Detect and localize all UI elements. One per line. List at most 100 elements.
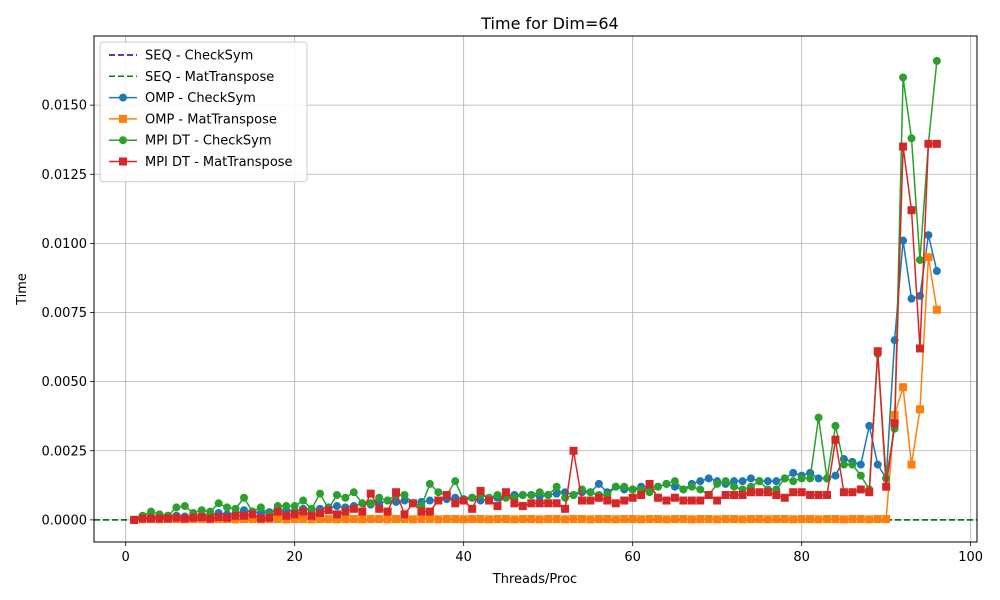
data-point: [214, 499, 223, 508]
data-point: [620, 482, 629, 491]
data-point: [332, 490, 341, 499]
plot-area-frame: [93, 35, 978, 543]
data-point: [569, 446, 578, 455]
data-point: [594, 479, 603, 488]
data-point: [299, 496, 308, 505]
data-point: [392, 488, 401, 497]
data-point: [417, 507, 426, 516]
data-point: [831, 471, 840, 480]
data-point: [197, 513, 206, 522]
data-point: [366, 499, 375, 508]
data-point: [780, 515, 789, 524]
data-point: [780, 493, 789, 502]
x-axis-ticks: 0 20 40 60 80 100: [122, 542, 983, 565]
data-point: [848, 515, 857, 524]
data-point: [358, 499, 367, 508]
data-point: [527, 499, 536, 508]
data-point: [485, 496, 494, 505]
data-point: [670, 477, 679, 486]
data-point: [400, 490, 409, 499]
data-point: [586, 488, 595, 497]
data-point: [299, 515, 308, 524]
data-point: [206, 507, 215, 516]
data-point: [400, 515, 409, 524]
legend-swatch-marker: [119, 93, 127, 102]
data-point: [797, 488, 806, 497]
y-tick-label: 0.0100: [42, 237, 88, 252]
data-point: [823, 515, 832, 524]
data-point: [704, 490, 713, 499]
data-point: [856, 471, 865, 480]
data-point: [907, 134, 916, 143]
data-point: [206, 514, 215, 523]
data-point: [763, 488, 772, 497]
data-point: [645, 515, 654, 524]
data-point: [130, 515, 139, 524]
data-point: [307, 504, 316, 513]
data-point: [493, 490, 502, 499]
data-point: [223, 503, 232, 512]
data-point: [721, 477, 730, 486]
data-point: [147, 514, 156, 523]
data-point: [332, 510, 341, 519]
data-point: [721, 515, 730, 524]
x-tick-label: 20: [286, 550, 303, 565]
data-point: [501, 488, 510, 497]
x-tick-label: 100: [958, 550, 983, 565]
data-point: [611, 499, 620, 508]
data-point: [915, 344, 924, 353]
data-point: [746, 515, 755, 524]
data-point: [518, 490, 527, 499]
legend-swatch-marker: [119, 114, 127, 123]
data-point: [282, 511, 291, 520]
data-point: [738, 477, 747, 486]
data-point: [451, 477, 460, 486]
data-point: [848, 488, 857, 497]
data-point: [704, 515, 713, 524]
data-point: [637, 515, 646, 524]
data-point: [856, 460, 865, 469]
data-point: [569, 515, 578, 524]
data-point: [316, 515, 325, 524]
y-tick-label: 0.0050: [42, 375, 88, 390]
data-point: [839, 460, 848, 469]
data-point: [408, 499, 417, 508]
legend-item: OMP - CheckSym: [109, 91, 256, 106]
y-tick-label: 0.0150: [42, 99, 88, 114]
data-point: [746, 474, 755, 483]
data-point: [899, 142, 908, 151]
series-omp-mattranspose: [130, 253, 941, 524]
legend-label: SEQ - CheckSym: [145, 49, 253, 64]
data-point: [856, 485, 865, 494]
data-point: [814, 413, 823, 422]
data-point: [510, 515, 519, 524]
data-point: [654, 493, 663, 502]
data-point: [772, 477, 781, 486]
data-point: [375, 515, 384, 524]
data-point: [425, 515, 434, 524]
data-point: [645, 488, 654, 497]
data-point: [687, 482, 696, 491]
data-point: [730, 515, 739, 524]
data-point: [628, 485, 637, 494]
data-point: [577, 515, 586, 524]
data-point: [856, 515, 865, 524]
data-point: [248, 510, 257, 519]
data-point: [873, 347, 882, 356]
data-point: [366, 515, 375, 524]
data-point: [789, 515, 798, 524]
data-point: [899, 236, 908, 245]
data-point: [332, 515, 341, 524]
data-point: [823, 490, 832, 499]
data-point: [763, 515, 772, 524]
data-point: [831, 421, 840, 430]
data-point: [713, 515, 722, 524]
data-point: [755, 477, 764, 486]
data-point: [239, 511, 248, 520]
data-point: [603, 515, 612, 524]
series-line-mpi-dt-mattranspose: [134, 143, 937, 521]
data-point: [721, 490, 730, 499]
data-point: [518, 515, 527, 524]
data-point: [687, 515, 696, 524]
data-point: [383, 496, 392, 505]
